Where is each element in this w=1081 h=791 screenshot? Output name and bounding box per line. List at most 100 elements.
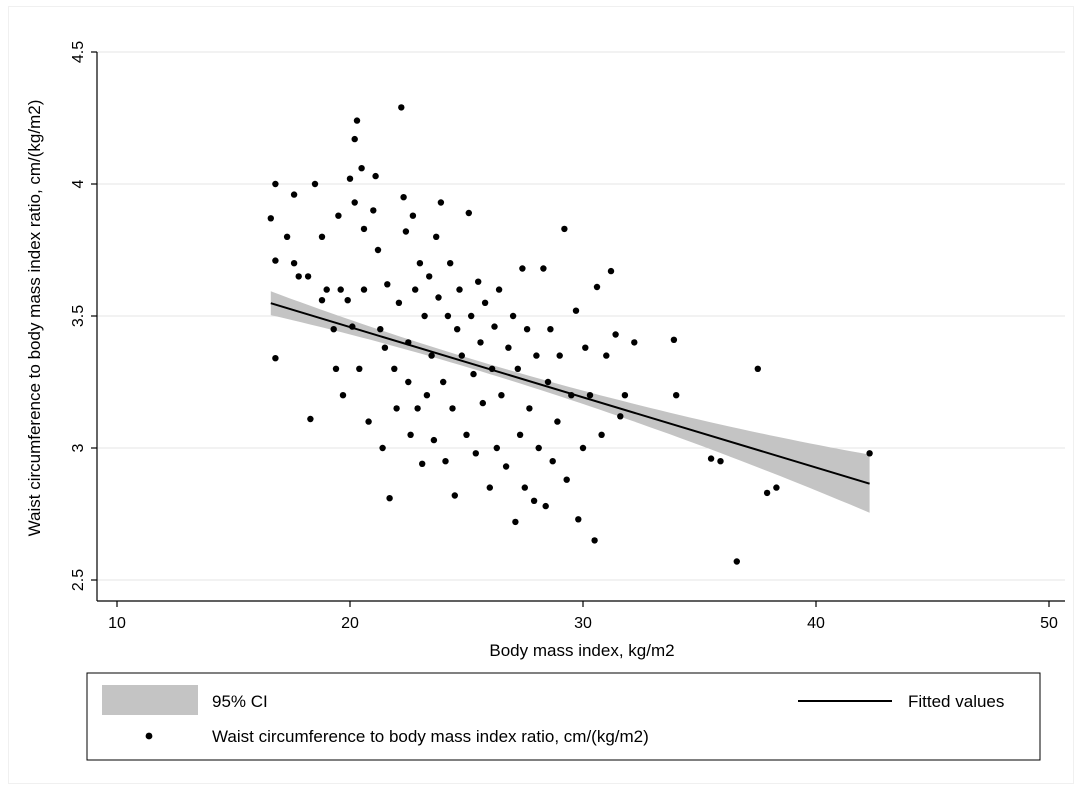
- scatter-point: [563, 476, 570, 483]
- scatter-point: [866, 450, 873, 457]
- scatter-point: [290, 260, 298, 267]
- scatter-point: [344, 297, 351, 304]
- scatter-point: [402, 228, 410, 235]
- scatter-point: [493, 444, 500, 452]
- scatter-points: [267, 104, 873, 565]
- scatter-point: [374, 246, 382, 254]
- legend-box: [86, 672, 1041, 761]
- legend-point-swatch: [145, 732, 153, 740]
- scatter-point: [381, 344, 389, 351]
- x-tick-label: 20: [341, 615, 359, 632]
- scatter-point: [360, 286, 368, 293]
- ci-band: [270, 291, 870, 513]
- scatter-point: [475, 278, 482, 285]
- scatter-point: [593, 283, 601, 291]
- scatter-point: [495, 286, 503, 293]
- scatter-point: [470, 370, 477, 378]
- scatter-point: [509, 312, 517, 320]
- scatter-point: [400, 194, 407, 201]
- scatter-point: [423, 392, 431, 399]
- scatter-point: [409, 212, 417, 219]
- scatter-point: [372, 172, 379, 180]
- scatter-point: [505, 344, 512, 351]
- scatter-point: [444, 312, 452, 320]
- scatter-point: [283, 233, 291, 240]
- scatter-point: [272, 355, 279, 362]
- scatter-point: [398, 104, 405, 111]
- scatter-point: [556, 352, 563, 359]
- scatter-point: [542, 502, 549, 510]
- scatter-point: [428, 352, 435, 359]
- scatter-point: [519, 265, 526, 272]
- scatter-point: [419, 460, 426, 467]
- scatter-point: [549, 458, 556, 465]
- scatter-point: [544, 378, 552, 386]
- scatter-point: [337, 286, 344, 293]
- scatter-point: [572, 307, 580, 314]
- scatter-point: [365, 418, 372, 425]
- legend-point-label: Waist circumference to body mass index r…: [212, 727, 649, 746]
- scatter-point: [386, 495, 393, 502]
- y-axis-title: Waist circumference to body mass index r…: [25, 100, 44, 537]
- scatter-point: [491, 323, 498, 330]
- scatter-point: [463, 431, 470, 438]
- scatter-point: [582, 344, 589, 351]
- scatter-point: [335, 212, 342, 219]
- scatter-point: [477, 339, 484, 346]
- y-tick-label: 2.5: [70, 569, 87, 591]
- scatter-point: [561, 225, 568, 233]
- fit-line: [270, 302, 870, 485]
- scatter-point: [621, 392, 629, 399]
- scatter-point: [405, 378, 412, 386]
- ci-band-layer: [270, 291, 870, 513]
- scatter-point: [530, 497, 538, 504]
- scatter-point: [472, 450, 479, 457]
- scatter-point: [535, 444, 542, 452]
- scatter-point: [763, 489, 771, 497]
- y-tick-label: 4.5: [70, 41, 87, 63]
- scatter-point: [433, 233, 440, 240]
- y-tick-label: 4: [70, 179, 87, 188]
- scatter-point: [733, 558, 740, 565]
- scatter-point: [339, 392, 347, 399]
- scatter-point: [707, 455, 715, 462]
- scatter-point: [454, 326, 461, 333]
- scatter-point: [526, 405, 533, 412]
- scatter-point: [502, 463, 510, 470]
- scatter-point: [384, 281, 391, 288]
- scatter-point: [323, 286, 330, 293]
- scatter-point: [346, 175, 354, 182]
- scatter-point: [540, 265, 547, 272]
- scatter-point: [673, 392, 680, 399]
- scatter-point: [393, 405, 400, 412]
- scatter-point: [456, 286, 463, 293]
- legend-ci-swatch: [102, 685, 198, 715]
- scatter-point: [272, 180, 279, 188]
- scatter-point: [304, 273, 312, 280]
- legend-ci-label: 95% CI: [212, 692, 268, 711]
- scatter-point: [391, 365, 398, 372]
- scatter-point: [458, 352, 465, 359]
- scatter-point: [612, 331, 619, 338]
- scatter-point: [554, 418, 561, 425]
- scatter-point: [332, 365, 340, 372]
- x-tick-label: 50: [1040, 615, 1058, 632]
- scatter-point: [437, 199, 445, 206]
- scatter-point: [430, 436, 438, 444]
- scatter-point: [267, 215, 274, 222]
- x-tick-label: 10: [108, 615, 126, 632]
- x-tick-label: 40: [807, 615, 825, 632]
- scatter-point: [479, 399, 486, 407]
- scatter-point: [447, 260, 454, 267]
- scatter-point: [591, 537, 598, 544]
- scatter-point: [353, 117, 361, 124]
- fit-line-layer: [270, 302, 870, 485]
- scatter-point: [311, 180, 319, 188]
- legend-fit-label: Fitted values: [908, 692, 1004, 711]
- scatter-point: [468, 312, 475, 320]
- y-tick-label: 3.5: [70, 305, 87, 327]
- scatter-point: [575, 516, 582, 523]
- x-axis-title: Body mass index, kg/m2: [489, 641, 674, 660]
- scatter-point: [631, 339, 638, 346]
